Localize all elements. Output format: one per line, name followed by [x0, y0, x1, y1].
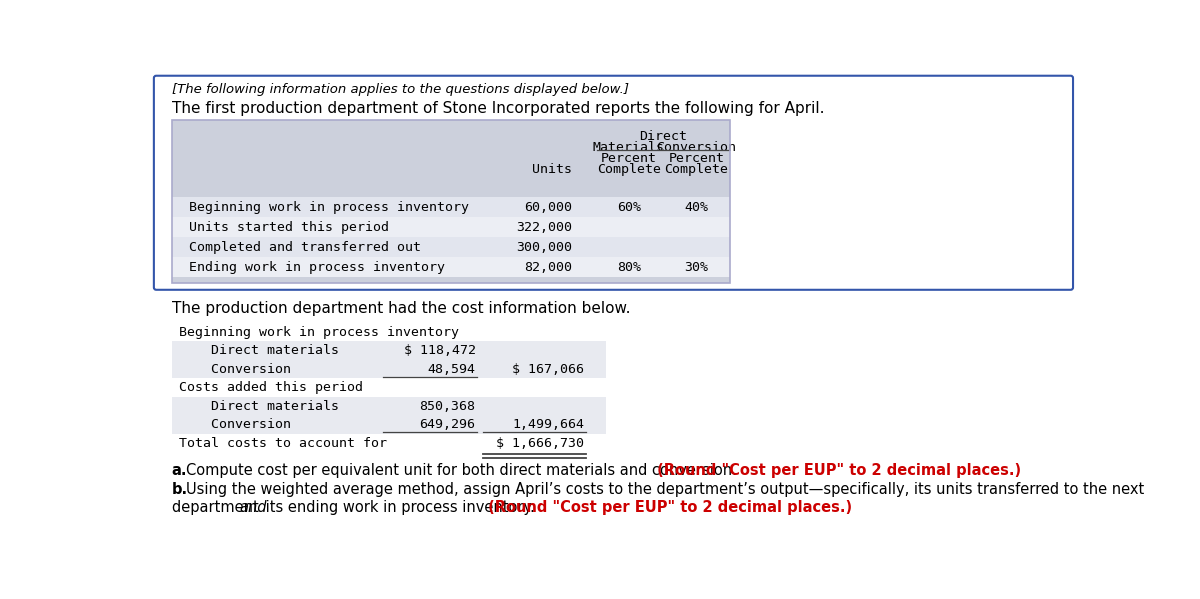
Text: Direct materials: Direct materials: [180, 344, 340, 358]
Text: b.: b.: [172, 482, 188, 497]
Text: department: department: [172, 500, 263, 515]
Text: Completed and transferred out: Completed and transferred out: [188, 241, 421, 255]
Bar: [172, 360, 606, 379]
Text: Ending work in process inventory: Ending work in process inventory: [188, 261, 445, 274]
Text: 322,000: 322,000: [516, 221, 572, 234]
Text: Conversion: Conversion: [180, 418, 292, 431]
Bar: [172, 120, 730, 283]
Text: 80%: 80%: [617, 261, 641, 274]
Text: Materials: Materials: [593, 141, 665, 154]
Text: 60,000: 60,000: [524, 201, 572, 214]
Text: Units: Units: [533, 163, 572, 176]
Text: Percent: Percent: [601, 152, 656, 165]
Bar: [172, 257, 730, 277]
Text: Units started this period: Units started this period: [188, 221, 389, 234]
Text: The first production department of Stone Incorporated reports the following for : The first production department of Stone…: [172, 101, 824, 116]
Text: $ 1,666,730: $ 1,666,730: [496, 437, 584, 450]
Text: Complete: Complete: [665, 163, 728, 176]
Text: Costs added this period: Costs added this period: [180, 382, 364, 394]
Text: Complete: Complete: [596, 163, 661, 176]
Bar: [172, 415, 606, 434]
Text: Beginning work in process inventory: Beginning work in process inventory: [188, 201, 469, 214]
Text: Using the weighted average method, assign April’s costs to the department’s outp: Using the weighted average method, assig…: [186, 482, 1144, 497]
Text: Total costs to account for: Total costs to account for: [180, 437, 388, 450]
Text: [The following information applies to the questions displayed below.]: [The following information applies to th…: [172, 83, 629, 96]
Text: its ending work in process inventory.: its ending work in process inventory.: [260, 500, 534, 515]
Bar: [172, 237, 730, 257]
Text: $ 118,472: $ 118,472: [403, 344, 475, 358]
Text: 300,000: 300,000: [516, 241, 572, 255]
Text: a.: a.: [172, 463, 187, 478]
Text: 1,499,664: 1,499,664: [512, 418, 584, 431]
Text: and: and: [240, 500, 268, 515]
Text: Beginning work in process inventory: Beginning work in process inventory: [180, 326, 460, 339]
Text: 48,594: 48,594: [427, 363, 475, 376]
Bar: [172, 120, 730, 283]
Text: Conversion: Conversion: [656, 141, 737, 154]
Text: Compute cost per equivalent unit for both direct materials and conversion.: Compute cost per equivalent unit for bot…: [186, 463, 737, 478]
Bar: [172, 196, 730, 217]
Text: Direct materials: Direct materials: [180, 400, 340, 413]
Text: The production department had the cost information below.: The production department had the cost i…: [172, 301, 630, 316]
Text: 649,296: 649,296: [420, 418, 475, 431]
Text: Direct: Direct: [638, 131, 686, 143]
Text: Percent: Percent: [668, 152, 725, 165]
Text: 82,000: 82,000: [524, 261, 572, 274]
Text: 60%: 60%: [617, 201, 641, 214]
Text: $ 167,066: $ 167,066: [512, 363, 584, 376]
Text: (Round "Cost per EUP" to 2 decimal places.): (Round "Cost per EUP" to 2 decimal place…: [484, 500, 852, 515]
Bar: [172, 341, 606, 360]
Text: 40%: 40%: [684, 201, 708, 214]
Text: 850,368: 850,368: [420, 400, 475, 413]
Text: 30%: 30%: [684, 261, 708, 274]
Bar: [172, 217, 730, 237]
Text: Conversion: Conversion: [180, 363, 292, 376]
Text: (Round "Cost per EUP" to 2 decimal places.): (Round "Cost per EUP" to 2 decimal place…: [653, 463, 1021, 478]
Bar: [172, 397, 606, 415]
